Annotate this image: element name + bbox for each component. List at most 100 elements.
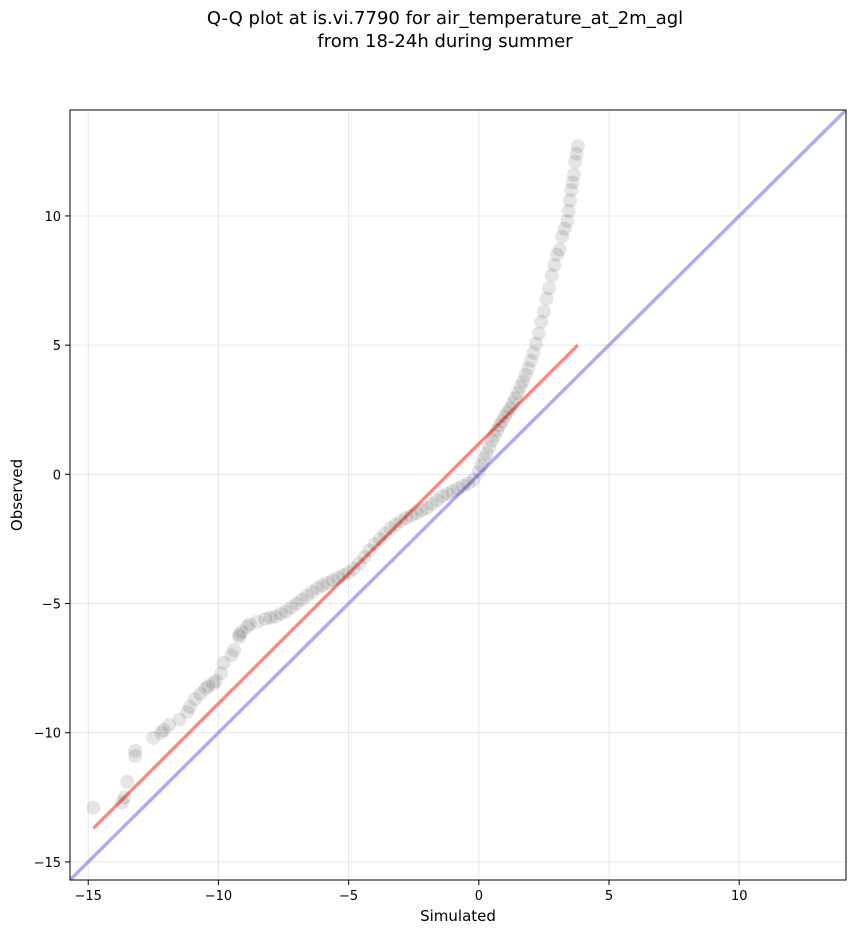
qq-point — [198, 681, 213, 696]
x-tick-label: 5 — [605, 889, 613, 904]
y-tick-label: −10 — [34, 727, 61, 742]
grid — [70, 110, 846, 880]
data-points — [86, 139, 585, 815]
qq-point — [193, 686, 208, 701]
qq-point — [534, 314, 549, 329]
qq-point — [461, 476, 476, 491]
qq-point — [367, 537, 382, 552]
qq-point — [561, 203, 576, 218]
qq-point — [156, 723, 171, 738]
qq-point — [560, 214, 575, 229]
qq-point — [565, 175, 580, 190]
qq-point — [549, 247, 564, 262]
qq-point — [398, 511, 413, 526]
qq-point — [388, 517, 403, 532]
qq-point — [227, 643, 242, 658]
y-tick-label: 10 — [44, 210, 61, 225]
qq-point — [362, 543, 377, 558]
qq-point — [180, 705, 195, 720]
qq-point — [206, 676, 221, 691]
reference-lines — [70, 110, 846, 880]
qq-point — [440, 486, 455, 501]
y-axis-label: Observed — [8, 459, 26, 531]
qq-point — [531, 326, 546, 341]
qq-point — [430, 493, 445, 508]
qq-point — [518, 367, 533, 382]
qq-point — [294, 592, 309, 607]
qq-point — [555, 229, 570, 244]
qq-point — [419, 500, 434, 515]
qq-point — [503, 401, 518, 416]
qq-point — [495, 414, 510, 429]
qq-point — [305, 584, 320, 599]
y-tick-label: 5 — [53, 339, 61, 354]
qq-point — [487, 428, 502, 443]
qq-point — [484, 433, 499, 448]
qq-point — [445, 484, 460, 499]
qq-point — [320, 575, 335, 590]
chart-title-line-1: Q-Q plot at is.vi.7790 for air_temperatu… — [206, 8, 684, 29]
identity-line — [70, 110, 846, 880]
qq-point — [562, 193, 577, 208]
x-tick-label: 0 — [475, 889, 483, 904]
x-tick-label: −10 — [205, 889, 232, 904]
qq-point — [539, 291, 554, 306]
qq-point — [208, 674, 223, 689]
qq-point — [471, 464, 486, 479]
qq-point — [372, 531, 387, 546]
qq-point — [479, 446, 494, 461]
qq-point — [357, 550, 372, 565]
y-tick-label: 0 — [53, 468, 61, 483]
qq-point — [547, 258, 562, 273]
qq-point — [570, 139, 585, 154]
qq-point — [508, 391, 523, 406]
plot-frame — [69, 109, 847, 881]
qq-point — [273, 606, 288, 621]
qq-point — [336, 568, 351, 583]
qq-point — [477, 451, 492, 466]
qq-point — [510, 385, 525, 400]
qq-point — [346, 561, 361, 576]
qq-point — [161, 717, 176, 732]
qq-point — [258, 612, 273, 627]
qq-point — [409, 506, 424, 521]
qq-point — [490, 423, 505, 438]
qq-point — [182, 699, 197, 714]
qq-point — [232, 630, 247, 645]
qq-point — [224, 648, 239, 663]
qq-point — [232, 627, 247, 642]
qq-point — [331, 570, 346, 585]
qq-point — [564, 183, 579, 198]
qq-point — [86, 800, 101, 815]
qq-point — [544, 268, 559, 283]
qq-point — [117, 790, 132, 805]
y-tick-label: −15 — [34, 856, 61, 871]
qq-point — [172, 712, 187, 727]
qq-point — [201, 679, 216, 694]
x-axis-label: Simulated — [420, 907, 496, 925]
chart-title-line-2: from 18-24h during summer — [317, 31, 573, 52]
qq-point — [393, 513, 408, 528]
qq-point — [154, 725, 169, 740]
qq-point — [268, 609, 283, 624]
qq-point — [568, 154, 583, 169]
qq-point — [500, 405, 515, 420]
qq-point — [242, 617, 257, 632]
y-tick-label: −5 — [42, 598, 61, 613]
qq-point — [552, 242, 567, 257]
qq-point — [497, 409, 512, 424]
qq-point — [299, 588, 314, 603]
qq-point — [523, 353, 538, 368]
qq-point — [250, 614, 265, 629]
qq-point — [326, 573, 341, 588]
qq-point — [536, 304, 551, 319]
x-tick-label: −5 — [339, 889, 358, 904]
qq-point — [284, 600, 299, 615]
qq-point — [516, 374, 531, 389]
qq-point — [289, 596, 304, 611]
qq-point — [513, 379, 528, 394]
fit-line-overlay — [92, 344, 579, 830]
qq-point — [378, 526, 393, 541]
qq-point — [526, 345, 541, 360]
